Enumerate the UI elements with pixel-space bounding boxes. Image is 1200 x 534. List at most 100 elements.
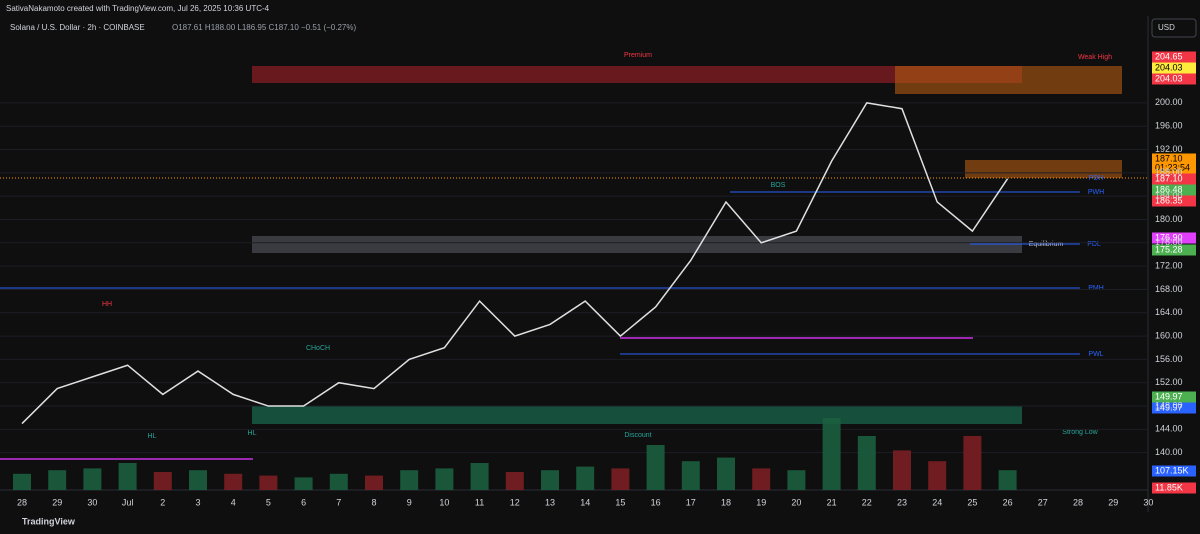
x-tick-label: 27 [1038,497,1048,507]
x-tick-label: 21 [827,497,837,507]
logo: TradingView [22,516,76,526]
y-tick-label: 176.00 [1155,237,1183,247]
price-badge [1152,244,1196,256]
supply-zone [965,160,1122,178]
volume-bar [13,473,31,490]
price-badge [1152,51,1196,63]
y-tick-label: 192.00 [1155,144,1183,154]
x-tick-label: Jul [122,497,134,507]
volume-bar [717,457,735,490]
volume-bar [83,468,102,490]
volume-bar [48,470,67,490]
x-tick-label: 12 [510,497,520,507]
volume-bar [752,468,771,490]
x-tick-label: 25 [967,497,977,507]
annotation: Weak High [1078,54,1112,61]
volume-bar [224,473,243,490]
price-badge [1152,162,1196,174]
discount-zone [252,406,1022,424]
x-tick-label: 9 [407,497,412,507]
x-tick-label: 4 [231,497,236,507]
currency[interactable]: USD [1158,23,1175,32]
annotation: PWH [1088,189,1104,196]
x-tick-label: 18 [721,497,731,507]
price-badge [1152,62,1196,74]
x-tick-label: 28 [1073,497,1083,507]
price-badge [1152,232,1196,244]
price-badge [1152,195,1196,207]
volume-bar [294,477,313,490]
x-tick-label: 23 [897,497,907,507]
volume-bar [505,472,524,490]
price-badge-label: 186.35 [1155,195,1183,205]
annotation: PMH [1088,285,1104,292]
volume-bar [857,436,876,490]
volume-bar [928,461,947,490]
x-tick-label: 5 [266,497,271,507]
x-tick-label: 16 [651,497,661,507]
x-tick-label: 29 [1108,497,1118,507]
y-tick-label: 160.00 [1155,330,1183,340]
y-tick-label: 152.00 [1155,377,1183,387]
x-tick-label: 15 [615,497,625,507]
y-tick-label: 188.00 [1155,167,1183,177]
annotation: PDH [1089,175,1104,182]
annotation: BOS [771,182,786,189]
y-tick-label: 172.00 [1155,260,1183,270]
y-tick-label: 156.00 [1155,354,1183,364]
price-badge [1152,173,1196,185]
annotation: PDL [1087,241,1101,248]
volume-bar [963,436,982,490]
price-badge-label: 175.28 [1155,244,1183,254]
annotation: HH [102,301,112,308]
y-tick-label: 144.00 [1155,424,1183,434]
price-badge-label: 01:23:54 [1155,162,1190,172]
volume-bar [541,470,559,490]
volume-bar [435,468,454,490]
price-badge-label: 149.97 [1155,402,1183,412]
y-tick-label: 196.00 [1155,121,1183,131]
volume-bar [646,445,665,490]
price-badge-label: 186.48 [1155,184,1183,194]
x-tick-label: 8 [371,497,376,507]
price-badges: 204.65204.03204.03187.1001:23:54187.1018… [1152,51,1196,494]
equilibrium-zone [252,236,1022,253]
x-tick-label: 11 [475,497,484,507]
symbol: Solana / U.S. Dollar · 2h · COINBASE [10,23,145,32]
x-tick-label: 6 [301,497,306,507]
supply-zone [895,66,1122,94]
price-badge [1152,402,1196,414]
volume-bar [118,463,137,490]
annotation: HL [248,430,257,437]
currency-button[interactable] [1151,18,1197,38]
x-tick-label: 19 [756,497,766,507]
y-tick-label: 140.00 [1155,447,1183,457]
price-badge [1152,73,1196,85]
y-tick-label: 184.00 [1155,191,1183,201]
x-tick-label: 24 [932,497,942,507]
price-badge [1152,465,1196,477]
annotation: Premium [624,52,652,59]
annotation: Equilibrium [1029,241,1064,248]
y-tick-label: 168.00 [1155,284,1183,294]
volume-bar [153,472,172,490]
x-tick-label: 26 [1003,497,1013,507]
x-tick-label: 30 [1143,497,1153,507]
price-badge-label: 149.97 [1155,391,1183,401]
x-tick-label: 3 [195,497,200,507]
volume-bar [787,470,806,490]
x-tick-label: 28 [17,497,27,507]
price-badge-label: 176.90 [1155,232,1183,242]
price-badge-label: 204.03 [1155,73,1183,83]
x-tick-label: 7 [336,497,341,507]
volume-bar [365,475,383,490]
price-badge-label: 187.10 [1155,153,1183,163]
price-badge-label: 187.10 [1155,173,1183,183]
volume-bar [681,461,700,490]
price-badge-label: 204.03 [1155,62,1183,72]
x-tick-label: 30 [87,497,97,507]
volume-bar [259,475,278,490]
volume-bar [400,470,419,490]
volume-bar [576,466,595,490]
price-badge-label: 204.65 [1155,51,1183,61]
